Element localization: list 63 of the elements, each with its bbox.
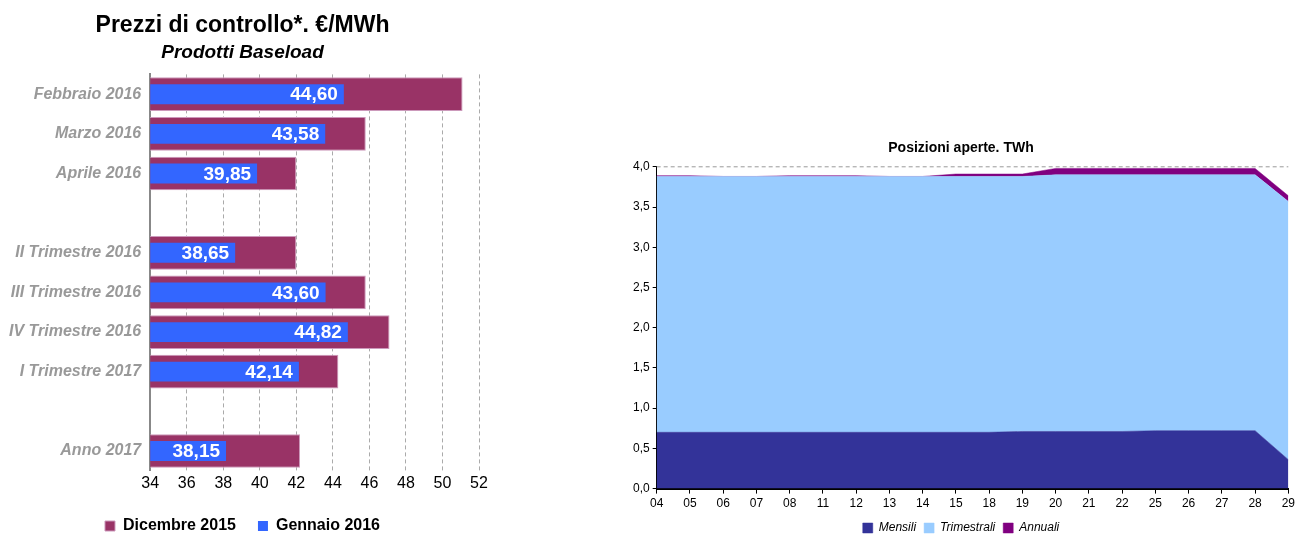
x-tick-label: 44 xyxy=(323,473,342,491)
x-tick-label: 50 xyxy=(433,473,452,491)
y-tick-label: III Trimestre 2016 xyxy=(10,282,142,300)
chart-title: Posizioni aperte. TWh xyxy=(888,139,1034,156)
data-label: 38,15 xyxy=(172,440,221,462)
data-label: 43,58 xyxy=(271,123,320,145)
data-label: 44,60 xyxy=(290,83,338,105)
y-tick-label: 4,0 xyxy=(632,159,650,174)
x-tick-label: 11 xyxy=(816,496,830,511)
y-tick-label: IV Trimestre 2016 xyxy=(9,322,142,340)
y-tick-label: Marzo 2016 xyxy=(54,124,142,142)
legend-label: Dicembre 2015 xyxy=(123,516,237,534)
x-tick-label: 28 xyxy=(1248,496,1263,511)
x-tick-label: 15 xyxy=(949,496,963,511)
x-tick-label: 12 xyxy=(849,496,864,511)
x-tick-label: 19 xyxy=(1015,496,1030,511)
x-tick-label: 06 xyxy=(716,496,731,511)
y-tick-label: 3,5 xyxy=(632,199,650,214)
y-tick-label: Aprile 2016 xyxy=(54,163,142,181)
y-tick-label: 1,0 xyxy=(632,400,650,415)
data-label: 38,65 xyxy=(181,242,230,264)
legend-label: Annuali xyxy=(1018,520,1060,535)
x-tick-label: 04 xyxy=(650,496,664,511)
x-tick-label: 42 xyxy=(287,473,306,491)
x-tick-label: 18 xyxy=(982,496,997,511)
y-tick-label: 0,0 xyxy=(632,480,650,495)
data-label: 42,14 xyxy=(245,360,294,382)
y-tick-label: Febbraio 2016 xyxy=(33,84,142,102)
x-tick-label: 07 xyxy=(749,496,764,511)
x-tick-label: 46 xyxy=(360,473,379,491)
y-tick-label: 0,5 xyxy=(632,440,650,455)
x-tick-label: 14 xyxy=(915,496,930,511)
x-tick-label: 52 xyxy=(470,473,488,491)
x-tick-label: 36 xyxy=(177,473,196,491)
y-tick-label: 2,0 xyxy=(632,320,650,335)
y-tick-label: Anno 2017 xyxy=(59,441,143,459)
x-tick-label: 21 xyxy=(1082,496,1096,511)
x-tick-label: 40 xyxy=(250,473,269,491)
x-tick-label: 08 xyxy=(782,496,797,511)
y-tick-label: 1,5 xyxy=(632,360,650,375)
x-tick-label: 25 xyxy=(1148,496,1163,511)
data-label: 39,85 xyxy=(203,162,252,184)
x-tick-label: 27 xyxy=(1215,496,1229,511)
chart-subtitle: Prodotti Baseload xyxy=(161,41,325,63)
x-tick-label: 48 xyxy=(397,473,415,491)
y-tick-label: 3,0 xyxy=(632,239,650,254)
x-tick-label: 13 xyxy=(882,496,897,511)
x-tick-label: 20 xyxy=(1048,496,1063,511)
chart-title: Prezzi di controllo*. €/MWh xyxy=(95,11,390,38)
x-tick-label: 34 xyxy=(141,473,160,491)
x-tick-label: 05 xyxy=(683,496,697,511)
legend-label: Mensili xyxy=(878,520,917,535)
legend-label: Trimestrali xyxy=(940,520,996,535)
x-tick-label: 38 xyxy=(214,473,233,491)
x-tick-label: 26 xyxy=(1181,496,1196,511)
x-tick-label: 22 xyxy=(1115,496,1130,511)
y-tick-label: 2,5 xyxy=(632,279,650,294)
legend-label: Gennaio 2016 xyxy=(275,516,381,534)
data-label: 43,60 xyxy=(272,281,320,303)
y-tick-label: II Trimestre 2016 xyxy=(15,243,142,261)
x-tick-label: 29 xyxy=(1281,496,1296,511)
data-label: 44,82 xyxy=(294,321,342,343)
y-tick-label: I Trimestre 2017 xyxy=(19,362,143,380)
